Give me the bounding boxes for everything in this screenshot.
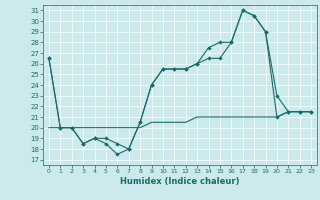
X-axis label: Humidex (Indice chaleur): Humidex (Indice chaleur): [120, 177, 240, 186]
